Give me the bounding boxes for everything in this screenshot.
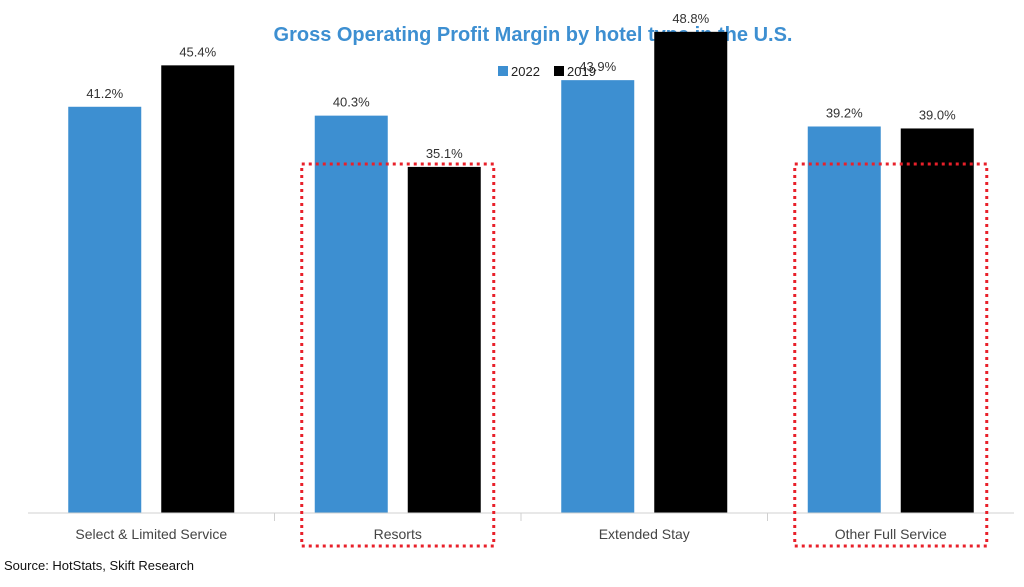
bar-other-full-service-2019 bbox=[900, 128, 974, 513]
legend-item-2022: 2022 bbox=[498, 64, 540, 79]
bar-select-and-limited-service-2019 bbox=[161, 65, 235, 513]
legend-swatch bbox=[554, 66, 564, 76]
bar-extended-stay-2019 bbox=[654, 31, 728, 513]
legend-item-2019: 2019 bbox=[554, 64, 596, 79]
legend-swatch bbox=[498, 66, 508, 76]
bar-other-full-service-2022 bbox=[807, 126, 881, 513]
source-note: Source: HotStats, Skift Research bbox=[4, 558, 195, 573]
data-label-other-full-service-2019: 39.0% bbox=[919, 107, 956, 122]
data-label-resorts-2022: 40.3% bbox=[333, 95, 370, 110]
data-label-resorts-2019: 35.1% bbox=[426, 146, 463, 161]
x-tick-label-other-full-service: Other Full Service bbox=[835, 526, 947, 542]
data-label-select-and-limited-service-2019: 45.4% bbox=[179, 44, 216, 59]
legend: 2022 2019 bbox=[498, 64, 596, 79]
bar-select-and-limited-service-2022 bbox=[68, 106, 142, 513]
bar-extended-stay-2022 bbox=[561, 80, 635, 514]
x-tick-label-extended-stay: Extended Stay bbox=[599, 526, 690, 542]
legend-label: 2019 bbox=[567, 64, 596, 79]
x-axis: Select & Limited Service Resorts Extended … bbox=[28, 512, 1014, 542]
data-labels-group: 41.2% 45.4% 40.3% 35.1% 43.9% 48.8% 39.2% 39.0% bbox=[86, 11, 956, 161]
highlight-boxes bbox=[300, 162, 989, 548]
x-tick-label-resorts: Resorts bbox=[374, 526, 422, 542]
x-tick-label-select-and-limited-service: Select & Limited Service bbox=[75, 526, 227, 542]
data-label-other-full-service-2022: 39.2% bbox=[826, 105, 863, 120]
data-label-select-and-limited-service-2022: 41.2% bbox=[86, 86, 123, 101]
legend-label: 2022 bbox=[511, 64, 540, 79]
data-label-extended-stay-2022: 43.9% bbox=[579, 59, 616, 74]
bars-group bbox=[68, 31, 974, 514]
bar-resorts-2019 bbox=[407, 166, 481, 513]
bar-resorts-2022 bbox=[314, 115, 388, 513]
data-label-extended-stay-2019: 48.8% bbox=[672, 11, 709, 26]
